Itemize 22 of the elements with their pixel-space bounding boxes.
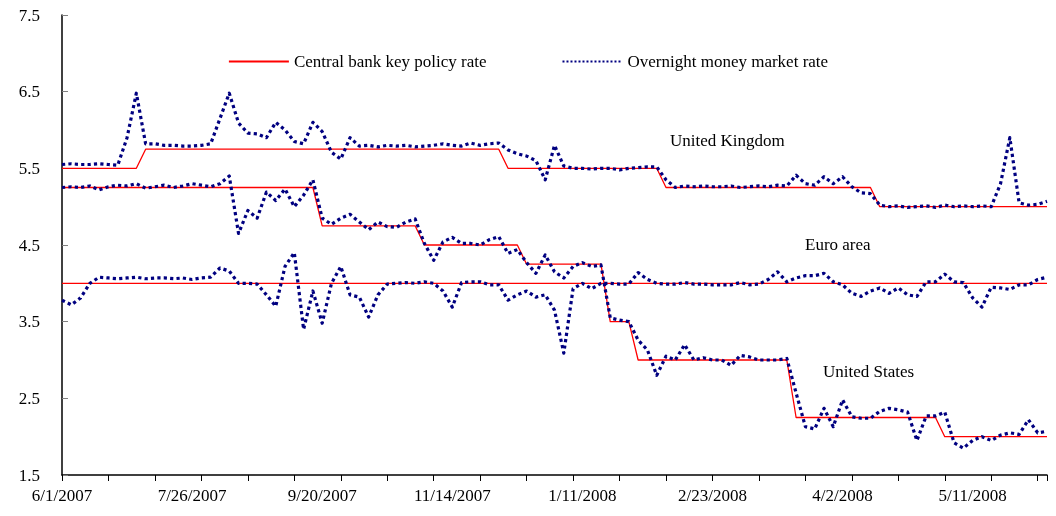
annotation: United Kingdom xyxy=(670,131,785,150)
x-tick-label: 4/2/2008 xyxy=(812,486,873,505)
y-tick-label: 1.5 xyxy=(18,465,40,485)
annotation: United States xyxy=(823,362,915,381)
x-tick-label: 11/14/2007 xyxy=(413,486,492,505)
line-series xyxy=(60,91,1049,210)
legend-label: Central bank key policy rate xyxy=(293,52,487,71)
legend-label: Overnight money market rate xyxy=(627,52,829,71)
y-tick-label: 2.5 xyxy=(18,388,40,408)
x-tick-label: 5/11/2008 xyxy=(938,486,1007,505)
x-tick-label: 7/26/2007 xyxy=(157,486,228,505)
y-tick-label: 4.5 xyxy=(18,235,40,255)
y-tick-label: 6.5 xyxy=(18,82,40,102)
y-tick-label: 7.5 xyxy=(18,5,40,25)
annotation: Euro area xyxy=(805,235,872,254)
x-tick-label: 1/11/2008 xyxy=(548,486,617,505)
line-series xyxy=(61,148,1048,208)
x-tick-label: 9/20/2007 xyxy=(287,486,358,505)
y-tick-label: 3.5 xyxy=(18,312,40,332)
x-tick-label: 6/1/2007 xyxy=(31,486,93,505)
y-tick-label: 5.5 xyxy=(18,158,40,178)
x-tick-label: 2/23/2008 xyxy=(678,486,747,505)
